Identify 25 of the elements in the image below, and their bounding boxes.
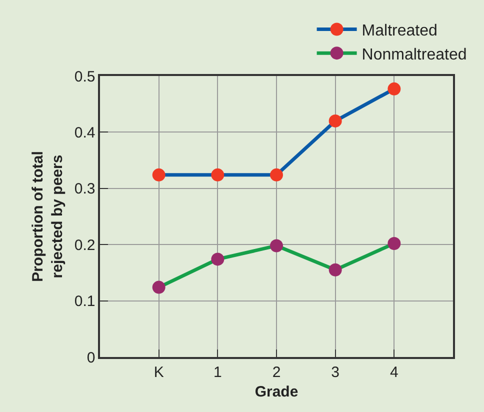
x-tick-label: K <box>154 364 164 381</box>
point <box>388 82 401 96</box>
point <box>152 168 166 182</box>
x-axis-title: Grade <box>254 383 298 400</box>
point <box>328 114 342 128</box>
y-tick-label: 0.3 <box>74 180 96 198</box>
point <box>152 280 166 294</box>
y-tick-label: 0.4 <box>74 124 96 142</box>
y-tick-label: 0.1 <box>74 293 96 310</box>
legend-label: Nonmaltreated <box>362 46 467 64</box>
x-tick-label: 3 <box>331 364 340 381</box>
x-tick-label: 1 <box>214 364 222 381</box>
point <box>270 168 283 182</box>
point <box>388 236 401 250</box>
point <box>328 263 342 276</box>
y-tick-label: 0.5 <box>74 68 96 86</box>
y-tick-label: 0.2 <box>74 236 96 254</box>
point <box>211 168 224 182</box>
point <box>211 252 224 266</box>
x-tick-label: 2 <box>272 364 281 381</box>
x-tick-label: 4 <box>390 364 398 381</box>
legend-label: Maltreated <box>362 22 438 40</box>
point <box>270 239 283 252</box>
y-tick-label: 0 <box>86 349 96 366</box>
y-axis-title: Proportion of total rejected by peers <box>30 151 66 282</box>
